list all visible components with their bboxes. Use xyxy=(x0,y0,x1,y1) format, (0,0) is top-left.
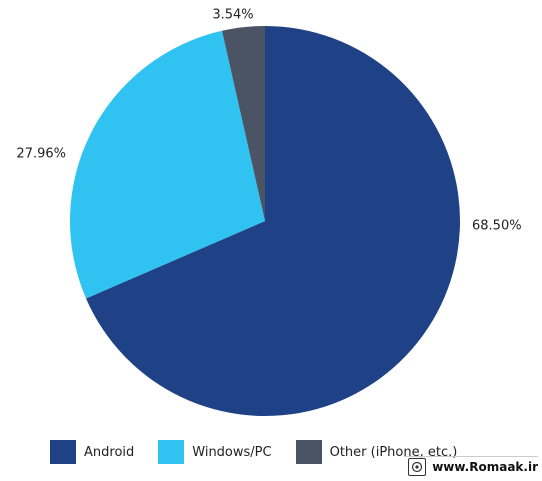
pie-slice-android xyxy=(86,26,461,416)
pie-labels: 68.50% 27.96% 3.54% xyxy=(16,8,521,234)
pie-slices xyxy=(70,26,461,416)
legend-item-android: Android xyxy=(50,440,134,464)
watermark-logo-icon xyxy=(408,458,427,476)
pie-slice-other xyxy=(221,26,265,221)
legend-item-other: Other (iPhone, etc.) xyxy=(295,440,458,464)
pie-label-windows: 27.96% xyxy=(16,147,66,162)
pie-chart: 68.50% 27.96% 3.54% xyxy=(16,8,522,416)
pie-label-android: 68.50% xyxy=(472,219,522,234)
watermark: www.Romaak.ir xyxy=(404,456,538,477)
watermark-text: www.Romaak.ir xyxy=(432,460,538,474)
legend-swatch-android xyxy=(50,440,76,464)
legend-label-other: Other (iPhone, etc.) xyxy=(329,444,458,460)
pie-label-other: 3.54% xyxy=(212,8,253,23)
pie-slice-windows xyxy=(70,30,265,299)
legend-label-android: Android xyxy=(84,444,135,460)
legend-swatch-windows xyxy=(158,440,185,464)
legend-label-windows: Windows/PC xyxy=(192,444,272,460)
chart-legend: Android Windows/PC Other (iPhone, etc.) xyxy=(50,439,481,465)
legend-item-windows: Windows/PC xyxy=(158,440,272,464)
legend-swatch-other xyxy=(295,440,322,464)
